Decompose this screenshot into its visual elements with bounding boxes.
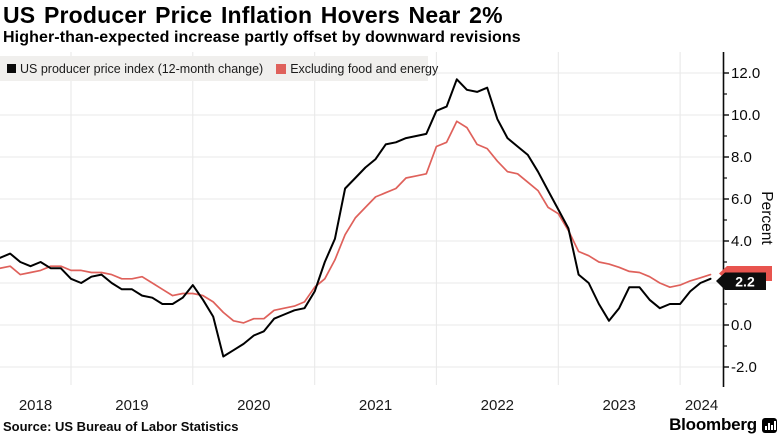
x-tick-label: 2024 bbox=[684, 397, 719, 414]
y-tick-label: -2.0 bbox=[731, 358, 757, 376]
legend-item-ppi: US producer price index (12-month change… bbox=[7, 62, 263, 76]
x-tick-label: 2023 bbox=[602, 397, 636, 414]
bloomberg-chart-icon bbox=[762, 417, 777, 433]
x-tick-label: 2021 bbox=[358, 397, 393, 414]
page-title: US Producer Price Inflation Hovers Near … bbox=[3, 2, 503, 28]
legend-swatch-black bbox=[7, 64, 16, 73]
legend-label: US producer price index (12-month change… bbox=[20, 61, 264, 76]
legend-label: Excluding food and energy bbox=[290, 61, 439, 76]
brand-mark: Bloomberg bbox=[669, 415, 777, 435]
y-tick-label: 8.0 bbox=[731, 148, 752, 166]
y-tick-label: 4.0 bbox=[731, 232, 752, 250]
y-tick-label: 12.0 bbox=[731, 64, 761, 82]
source-note: Source: US Bureau of Labor Statistics bbox=[3, 419, 239, 434]
y-tick-label: 0.0 bbox=[731, 316, 752, 334]
x-tick-label: 2019 bbox=[115, 397, 149, 414]
y-tick-label: 10.0 bbox=[731, 106, 761, 124]
svg-text:2.2: 2.2 bbox=[735, 274, 755, 290]
page-subtitle: Higher-than-expected increase partly off… bbox=[3, 29, 521, 46]
bloomberg-wordmark: Bloomberg bbox=[669, 415, 757, 434]
chart-legend: US producer price index (12-month change… bbox=[0, 56, 438, 81]
y-tick-label: 6.0 bbox=[731, 190, 752, 208]
x-tick-label: 2018 bbox=[18, 397, 53, 414]
legend-swatch-red bbox=[276, 63, 287, 74]
x-tick-label: 2022 bbox=[480, 397, 515, 414]
legend-item-core: Excluding food and energy bbox=[276, 62, 438, 76]
x-tick-label: 2020 bbox=[237, 397, 271, 414]
